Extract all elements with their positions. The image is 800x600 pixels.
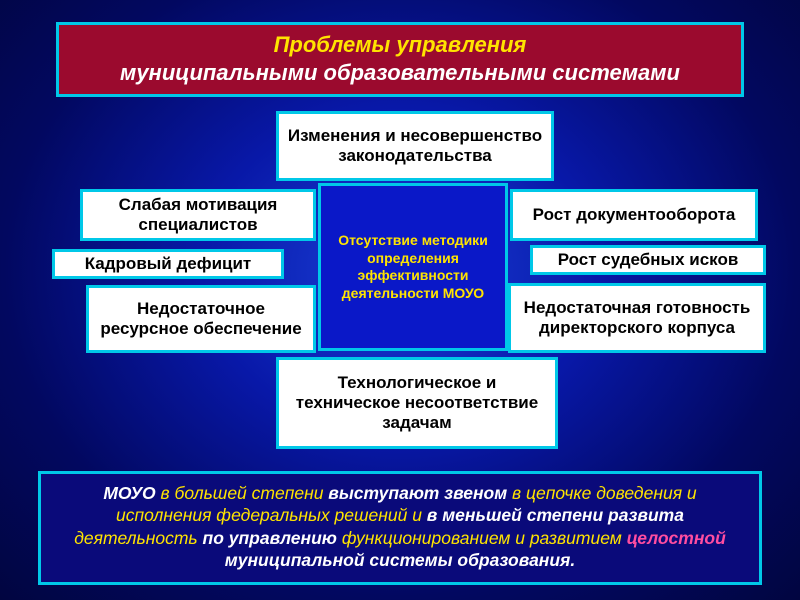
node-bottom: Технологическое и техническое несоответс… [276,357,558,449]
footer-seg: в меньшей степени развита [427,505,684,525]
footer-box: МОУО в большей степени выступают звеном … [38,471,762,585]
center-text: Отсутствие методики определения эффектив… [329,232,497,302]
node-left-mid: Кадровый дефицит [52,249,284,279]
footer-seg: муниципальной системы образования. [225,550,575,570]
node-right-upper: Рост документооборота [510,189,758,241]
footer-seg: МОУО [103,483,160,503]
center-node: Отсутствие методики определения эффектив… [318,183,508,351]
footer-seg: целостной [627,528,726,548]
node-right-mid: Рост судебных исков [530,245,766,275]
title-line2: муниципальными образовательными системам… [69,59,731,87]
footer-seg: выступают звеном [328,483,512,503]
footer-seg: в большей степени [161,483,329,503]
footer-seg: по управлению [203,528,342,548]
title-line1: Проблемы управления [69,31,731,59]
diagram-area: Отсутствие методики определения эффектив… [38,111,762,459]
node-left-lower: Недостаточное ресурсное обеспечение [86,285,316,353]
node-left-upper: Слабая мотивация специалистов [80,189,316,241]
node-right-lower: Недостаточная готовность директорского к… [508,283,766,353]
node-top: Изменения и несовершенство законодательс… [276,111,554,181]
footer-seg: функционированием и развитием [342,528,627,548]
title-box: Проблемы управления муниципальными образ… [56,22,744,97]
footer-seg: деятельность [74,528,202,548]
